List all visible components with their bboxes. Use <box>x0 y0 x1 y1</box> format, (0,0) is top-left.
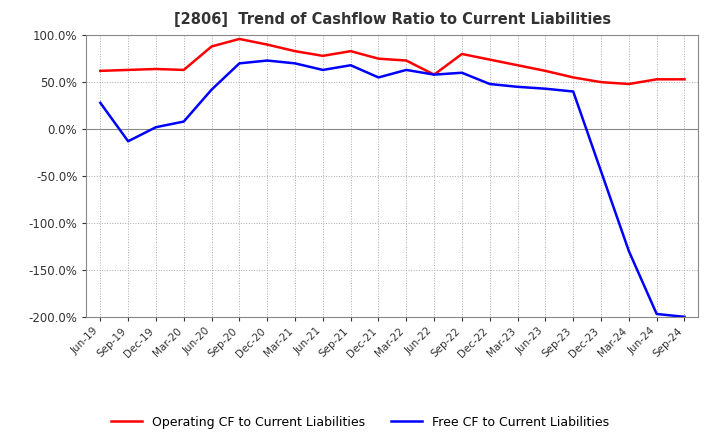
Free CF to Current Liabilities <box>96 100 104 106</box>
Free CF to Current Liabilities <box>207 87 216 92</box>
Operating CF to Current Liabilities <box>541 68 550 73</box>
Operating CF to Current Liabilities <box>346 48 355 54</box>
Free CF to Current Liabilities <box>124 139 132 144</box>
Operating CF to Current Liabilities <box>430 72 438 77</box>
Free CF to Current Liabilities <box>652 312 661 317</box>
Free CF to Current Liabilities <box>152 125 161 130</box>
Operating CF to Current Liabilities <box>207 44 216 49</box>
Free CF to Current Liabilities <box>458 70 467 75</box>
Operating CF to Current Liabilities <box>318 53 327 59</box>
Operating CF to Current Liabilities <box>569 75 577 80</box>
Operating CF to Current Liabilities <box>263 42 271 47</box>
Operating CF to Current Liabilities <box>513 62 522 68</box>
Free CF to Current Liabilities <box>318 67 327 73</box>
Free CF to Current Liabilities <box>179 119 188 124</box>
Operating CF to Current Liabilities <box>680 77 689 82</box>
Free CF to Current Liabilities <box>541 86 550 92</box>
Free CF to Current Liabilities <box>597 169 606 174</box>
Operating CF to Current Liabilities <box>374 56 383 61</box>
Line: Operating CF to Current Liabilities: Operating CF to Current Liabilities <box>100 39 685 84</box>
Operating CF to Current Liabilities <box>402 58 410 63</box>
Free CF to Current Liabilities <box>291 61 300 66</box>
Free CF to Current Liabilities <box>346 62 355 68</box>
Operating CF to Current Liabilities <box>291 48 300 54</box>
Operating CF to Current Liabilities <box>652 77 661 82</box>
Free CF to Current Liabilities <box>263 58 271 63</box>
Line: Free CF to Current Liabilities: Free CF to Current Liabilities <box>100 61 685 317</box>
Operating CF to Current Liabilities <box>235 37 243 42</box>
Operating CF to Current Liabilities <box>152 66 161 72</box>
Free CF to Current Liabilities <box>430 72 438 77</box>
Operating CF to Current Liabilities <box>96 68 104 73</box>
Operating CF to Current Liabilities <box>124 67 132 73</box>
Operating CF to Current Liabilities <box>485 57 494 62</box>
Free CF to Current Liabilities <box>513 84 522 89</box>
Free CF to Current Liabilities <box>235 61 243 66</box>
Free CF to Current Liabilities <box>680 314 689 319</box>
Operating CF to Current Liabilities <box>597 80 606 85</box>
Operating CF to Current Liabilities <box>624 81 633 87</box>
Free CF to Current Liabilities <box>485 81 494 87</box>
Legend: Operating CF to Current Liabilities, Free CF to Current Liabilities: Operating CF to Current Liabilities, Fre… <box>106 411 614 434</box>
Free CF to Current Liabilities <box>569 89 577 94</box>
Title: [2806]  Trend of Cashflow Ratio to Current Liabilities: [2806] Trend of Cashflow Ratio to Curren… <box>174 12 611 27</box>
Operating CF to Current Liabilities <box>458 51 467 57</box>
Free CF to Current Liabilities <box>624 249 633 254</box>
Free CF to Current Liabilities <box>374 75 383 80</box>
Operating CF to Current Liabilities <box>179 67 188 73</box>
Free CF to Current Liabilities <box>402 67 410 73</box>
